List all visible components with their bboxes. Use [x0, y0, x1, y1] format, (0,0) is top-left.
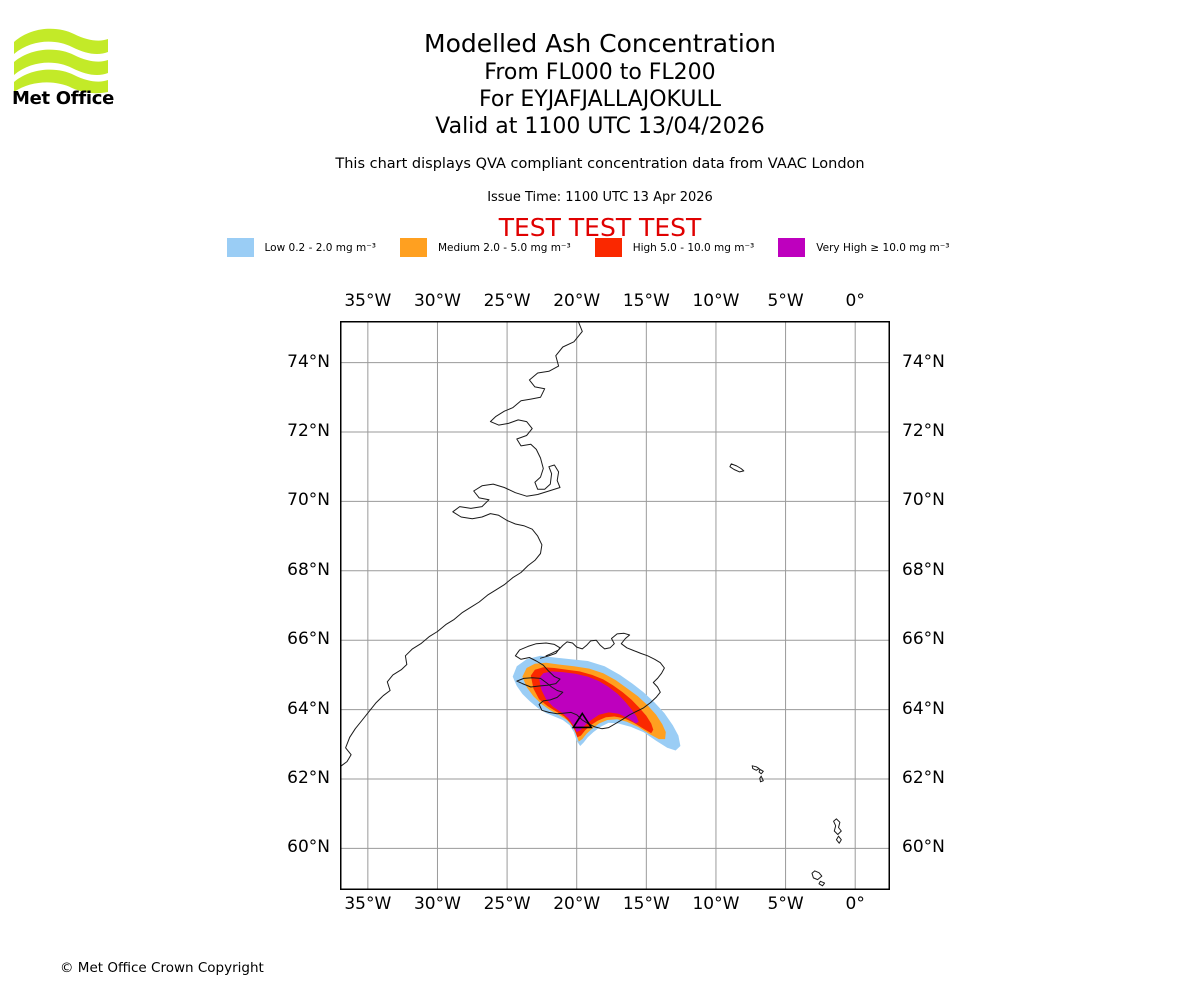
- chart-subtitle: This chart displays QVA compliant concen…: [335, 156, 865, 172]
- ytick-left-68°N: 68°N: [287, 559, 330, 580]
- volcano-marker: [571, 711, 593, 729]
- ytick-right-66°N: 66°N: [902, 629, 945, 650]
- legend-item-high: High 5.0 - 10.0 mg m⁻³: [594, 238, 755, 257]
- xtick-top-0°: 0°: [845, 291, 865, 311]
- legend-item-medium: Medium 2.0 - 5.0 mg m⁻³: [399, 238, 571, 257]
- map-gridlines: [340, 321, 890, 890]
- map-plot-area: [340, 321, 890, 890]
- xtick-bottom-25°W: 25°W: [483, 894, 531, 914]
- coastline-jan-mayen: [729, 463, 745, 473]
- ytick-left-62°N: 62°N: [287, 767, 330, 788]
- coastline-shetland-orkney-3: [818, 880, 826, 887]
- ytick-right-68°N: 68°N: [902, 559, 945, 580]
- xtick-top-35°W: 35°W: [344, 291, 392, 311]
- issue-time: Issue Time: 1100 UTC 13 Apr 2026: [487, 190, 713, 205]
- map-frame: [340, 321, 890, 890]
- xtick-bottom-15°W: 15°W: [622, 894, 670, 914]
- title-line-3: For EYJAFJALLAJOKULL: [479, 87, 721, 112]
- coastline-shetland-orkney-2: [811, 870, 823, 881]
- title-line-1: Modelled Ash Concentration: [424, 29, 776, 58]
- plume-contour-very_high: [539, 671, 639, 733]
- xtick-top-30°W: 30°W: [413, 291, 461, 311]
- coastline-faroe-2: [759, 775, 764, 783]
- met-office-wave-icon: [14, 28, 108, 94]
- coastline-iceland: [514, 632, 665, 730]
- coastline-shetland-orkney-0: [833, 818, 842, 835]
- xtick-top-10°W: 10°W: [692, 291, 740, 311]
- ytick-right-74°N: 74°N: [902, 351, 945, 372]
- met-office-wordmark: Met Office: [12, 88, 115, 109]
- legend-swatch-very-high: [778, 238, 806, 257]
- xtick-bottom-20°W: 20°W: [553, 894, 601, 914]
- xtick-bottom-5°W: 5°W: [767, 894, 804, 914]
- ytick-right-64°N: 64°N: [902, 698, 945, 719]
- xtick-bottom-30°W: 30°W: [413, 894, 461, 914]
- xtick-top-20°W: 20°W: [553, 291, 601, 311]
- coastline-greenland: [340, 321, 583, 768]
- ytick-left-70°N: 70°N: [287, 490, 330, 511]
- xtick-top-15°W: 15°W: [622, 291, 670, 311]
- copyright-text: © Met Office Crown Copyright: [60, 960, 264, 976]
- ytick-right-60°N: 60°N: [902, 837, 945, 858]
- xtick-bottom-10°W: 10°W: [692, 894, 740, 914]
- ytick-left-60°N: 60°N: [287, 837, 330, 858]
- met-office-logo: [12, 24, 122, 114]
- legend-item-low: Low 0.2 - 2.0 mg m⁻³: [226, 238, 376, 257]
- xtick-bottom-0°: 0°: [845, 894, 865, 914]
- legend-label-medium: Medium 2.0 - 5.0 mg m⁻³: [437, 241, 571, 254]
- ytick-left-64°N: 64°N: [287, 698, 330, 719]
- xtick-bottom-35°W: 35°W: [344, 894, 392, 914]
- ash-plume-contours: [512, 655, 681, 751]
- legend-swatch-medium: [399, 238, 427, 257]
- ytick-right-70°N: 70°N: [902, 490, 945, 511]
- coastline-faroe-1: [758, 768, 764, 775]
- title-line-4: Valid at 1100 UTC 13/04/2026: [435, 114, 765, 139]
- chart-title-block: Modelled Ash Concentration From FL000 to…: [0, 28, 1200, 140]
- ytick-left-66°N: 66°N: [287, 629, 330, 650]
- map-background: [340, 321, 890, 890]
- title-line-2: From FL000 to FL200: [484, 60, 716, 85]
- legend-swatch-low: [226, 238, 254, 257]
- coastline-shetland-orkney-1: [835, 835, 842, 844]
- legend-label-high: High 5.0 - 10.0 mg m⁻³: [632, 241, 755, 254]
- xtick-top-25°W: 25°W: [483, 291, 531, 311]
- ytick-left-72°N: 72°N: [287, 421, 330, 442]
- coastline-faroe-0: [751, 765, 760, 771]
- ytick-right-62°N: 62°N: [902, 767, 945, 788]
- legend-swatch-high: [594, 238, 622, 257]
- legend-label-low: Low 0.2 - 2.0 mg m⁻³: [264, 241, 376, 254]
- ytick-left-74°N: 74°N: [287, 351, 330, 372]
- test-banner: TEST TEST TEST: [498, 213, 702, 242]
- legend-label-very-high: Very High ≥ 10.0 mg m⁻³: [816, 241, 950, 254]
- xtick-top-5°W: 5°W: [767, 291, 804, 311]
- ytick-right-72°N: 72°N: [902, 421, 945, 442]
- concentration-legend: Low 0.2 - 2.0 mg m⁻³ Medium 2.0 - 5.0 mg …: [0, 238, 1200, 257]
- legend-item-very-high: Very High ≥ 10.0 mg m⁻³: [778, 238, 949, 257]
